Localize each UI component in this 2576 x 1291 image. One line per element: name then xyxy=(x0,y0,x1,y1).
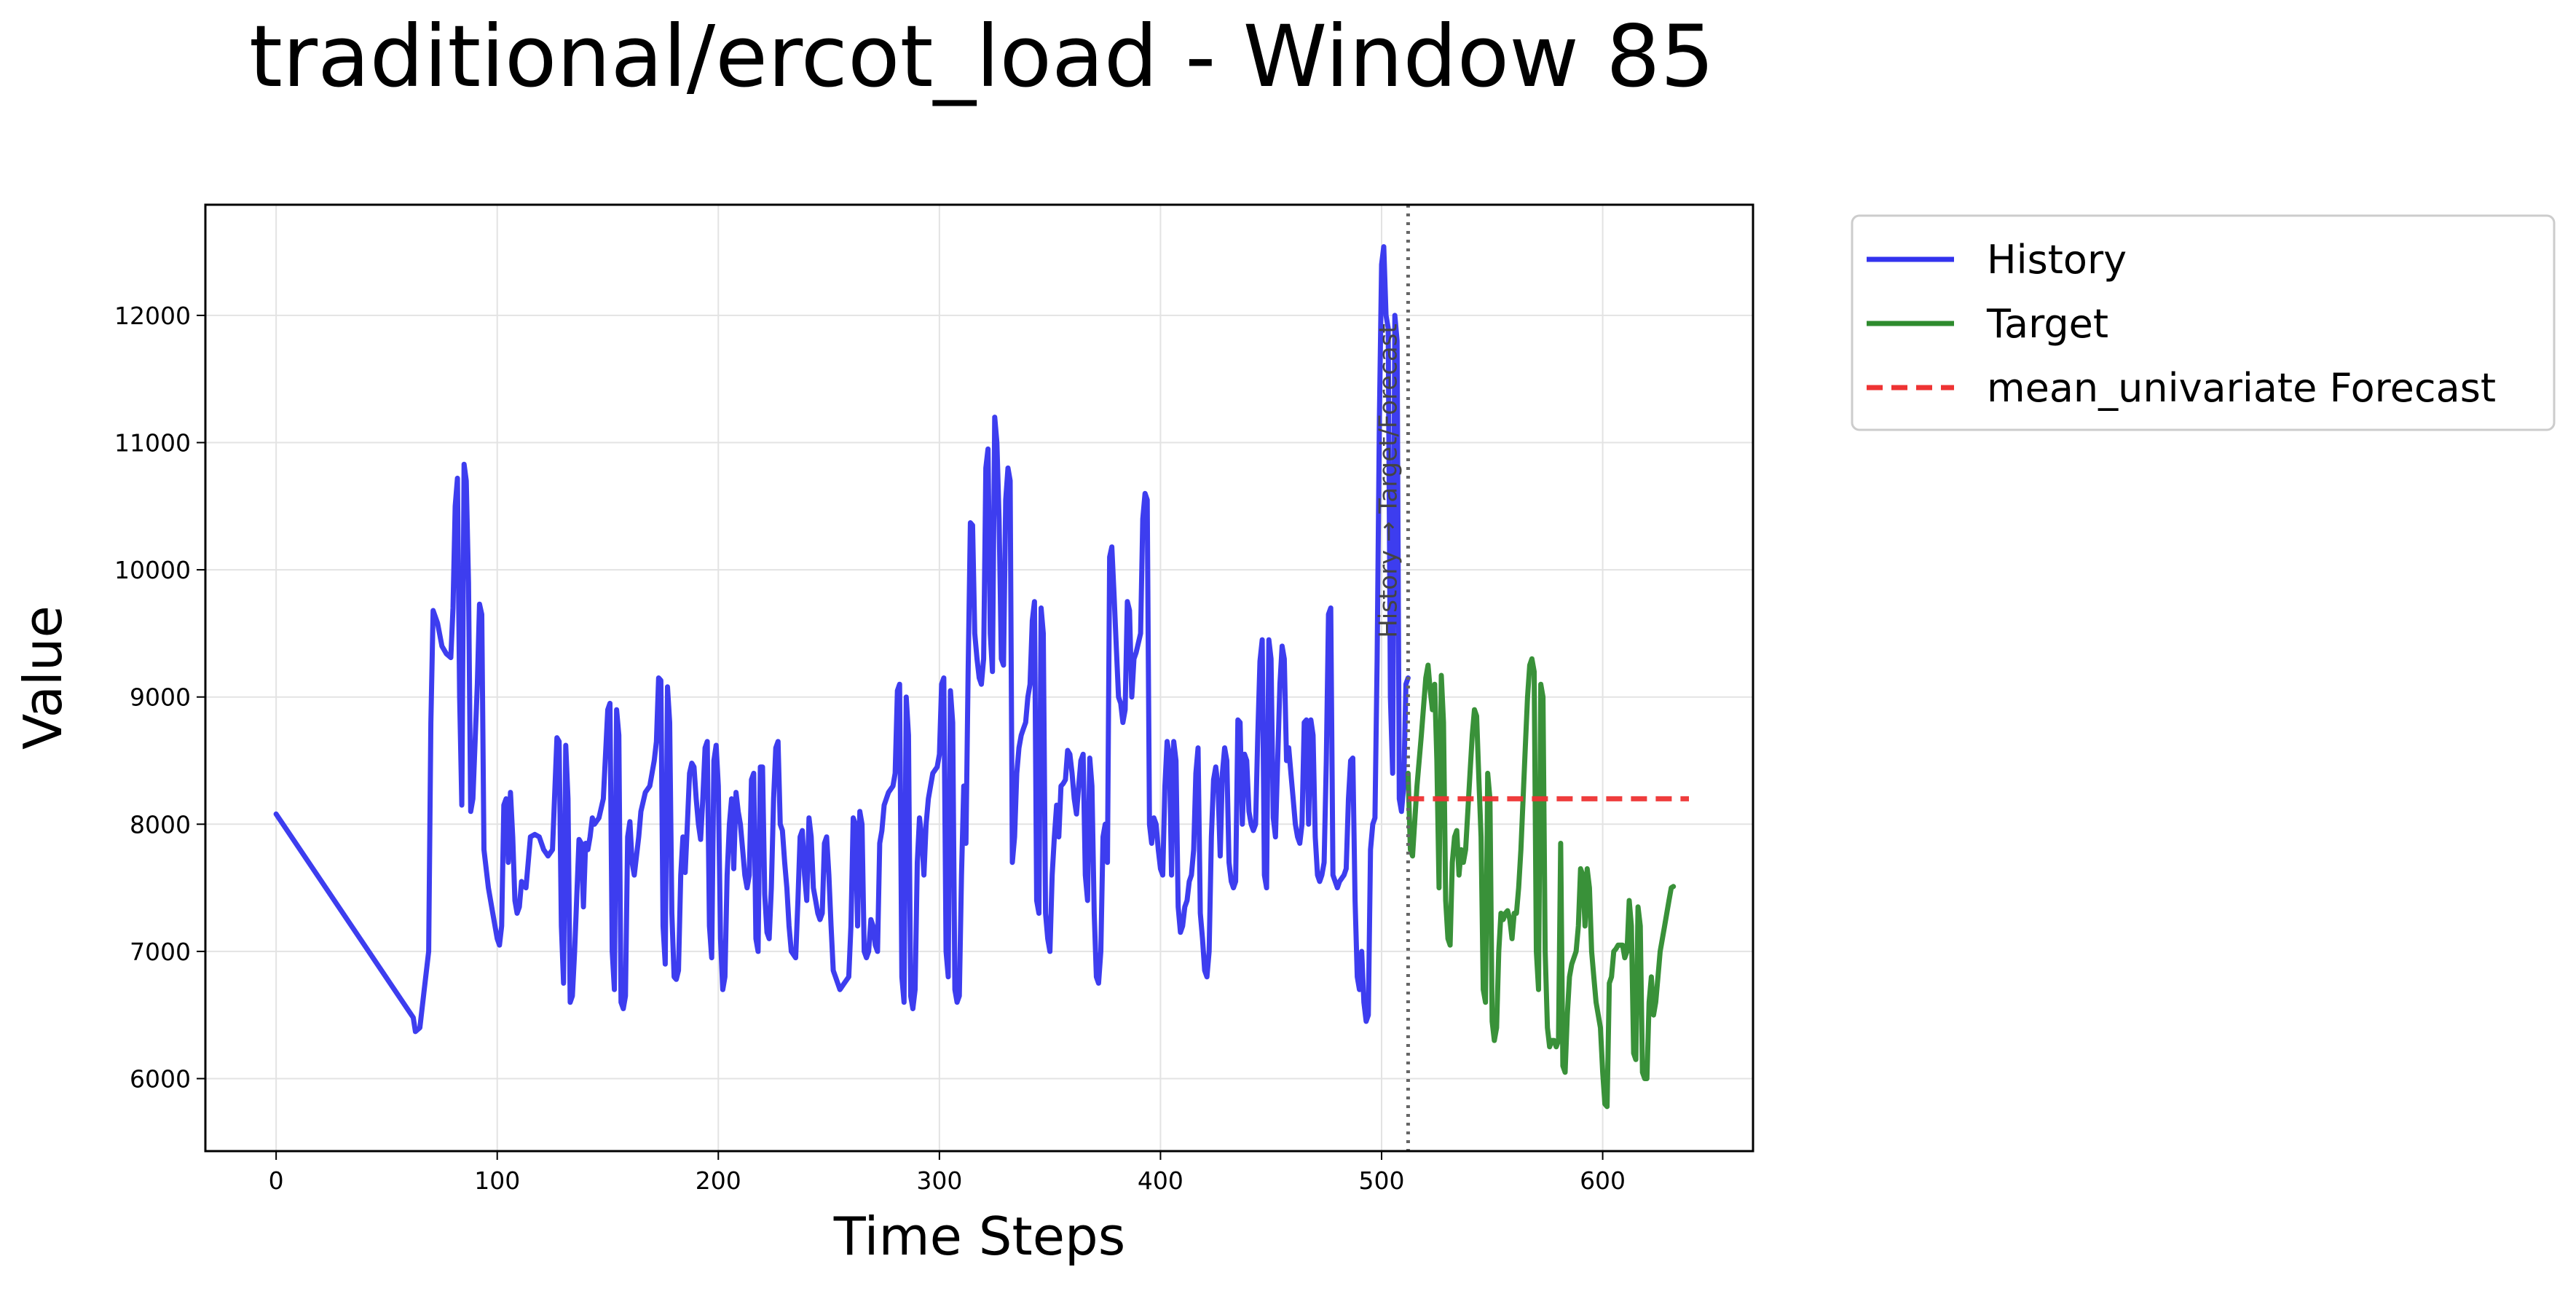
legend-label: History xyxy=(1987,237,2127,283)
x-tick-label: 100 xyxy=(474,1166,520,1195)
y-axis-title: Value xyxy=(12,605,74,750)
series-line-target xyxy=(1405,656,1677,1110)
divider-layer: History → Target/Forecast xyxy=(1374,205,1410,1151)
x-tick-label: 400 xyxy=(1138,1166,1183,1195)
x-tick-label: 600 xyxy=(1580,1166,1626,1195)
axis-ticks: 0 100 200 300 400 500 600 6000 7000 8000 9000 10000… xyxy=(114,302,1626,1195)
y-tick-label: 11000 xyxy=(114,428,191,457)
legend: History Target mean_univariate Forecast xyxy=(1851,214,2556,431)
legend-box xyxy=(1851,214,2556,431)
chart-title: traditional/ercot_load - Window 85 xyxy=(249,7,1714,106)
y-tick-label: 7000 xyxy=(130,938,191,966)
y-tick-label: 9000 xyxy=(130,683,191,712)
legend-label: mean_univariate Forecast xyxy=(1987,365,2496,411)
series-line-history xyxy=(273,244,1411,1035)
divider-label: History → Target/Forecast xyxy=(1374,323,1403,638)
x-axis-title: Time Steps xyxy=(833,1206,1126,1267)
y-tick-label: 8000 xyxy=(130,810,191,839)
x-tick-label: 300 xyxy=(916,1166,962,1195)
y-tick-label: 10000 xyxy=(114,556,191,584)
x-tick-label: 0 xyxy=(269,1166,284,1195)
y-tick-label: 12000 xyxy=(114,302,191,330)
x-tick-label: 200 xyxy=(696,1166,741,1195)
plot-area-frame xyxy=(204,203,1754,1153)
x-tick-label: 500 xyxy=(1359,1166,1405,1195)
legend-label: Target xyxy=(1986,301,2108,347)
series-layer xyxy=(273,244,1689,1110)
y-tick-label: 6000 xyxy=(130,1064,191,1093)
